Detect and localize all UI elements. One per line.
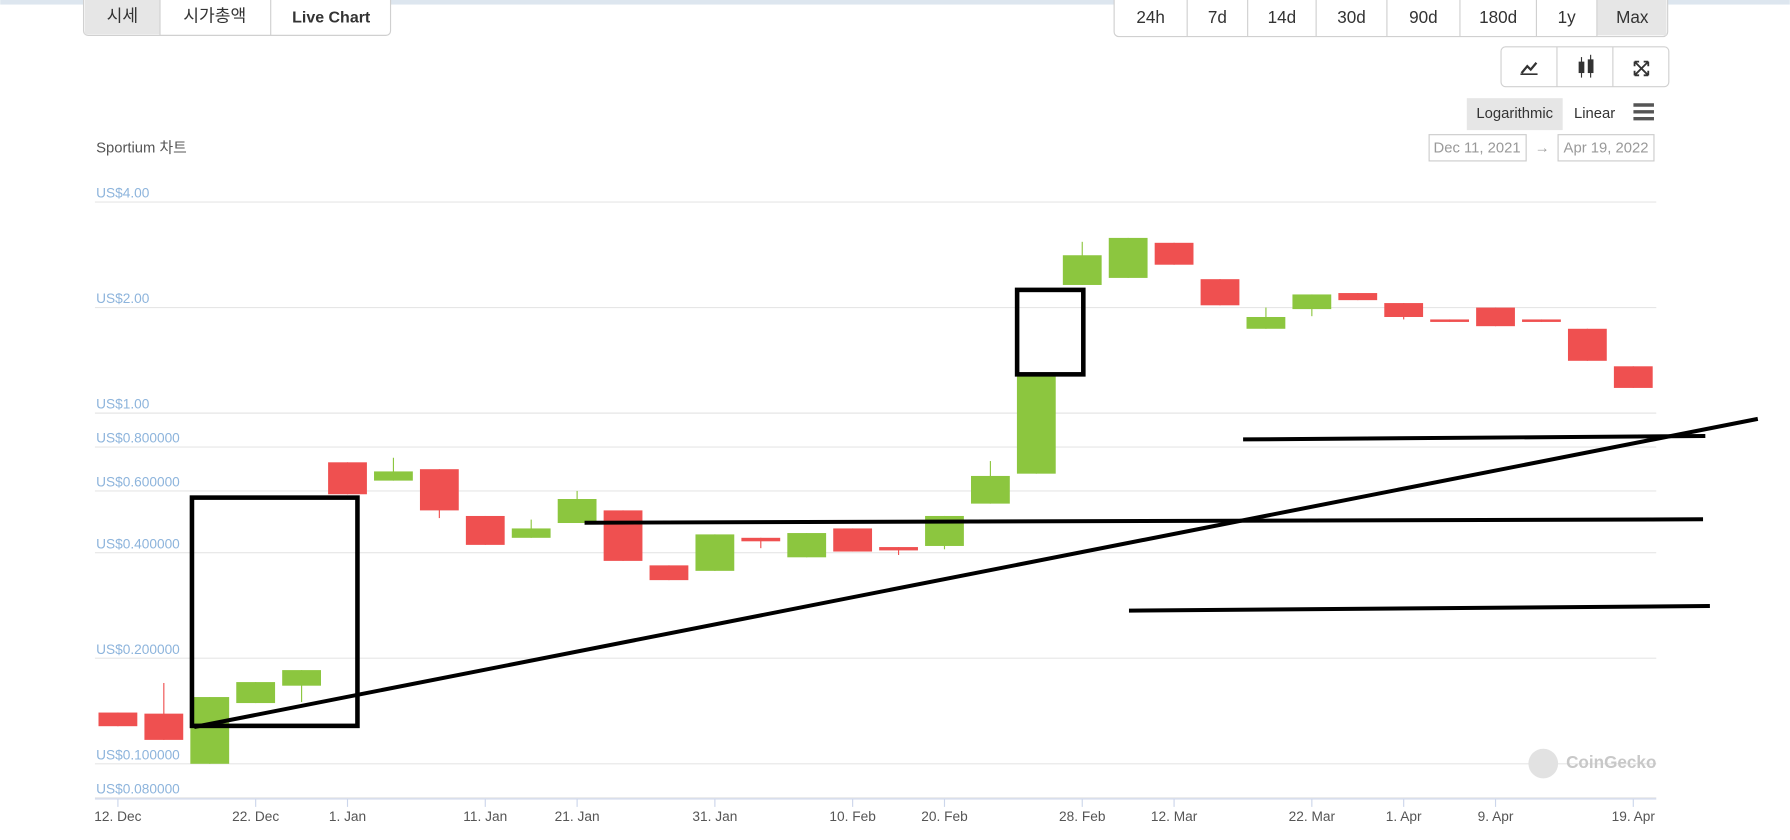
annotation-line (1243, 433, 1706, 442)
tab[interactable]: 시세 (107, 7, 138, 26)
candle-body (1200, 279, 1240, 306)
candle-body (98, 712, 138, 727)
candle-body (1430, 319, 1470, 322)
icon-group (1500, 46, 1670, 88)
candle-body (282, 670, 321, 686)
x-tick-label: 1. Jan (329, 809, 366, 824)
annotations (189, 287, 1759, 729)
candle-body (419, 469, 459, 511)
candle-body (328, 462, 367, 495)
x-tick-label: 28. Feb (1059, 809, 1106, 824)
candle-body (511, 528, 551, 538)
top-border (0, 0, 1790, 5)
x-tick-label: 19. Apr (1612, 809, 1656, 824)
x-tick-label: 22. Dec (232, 809, 279, 824)
scale-button[interactable]: Logarithmic (1476, 106, 1553, 122)
x-tick-label: 12. Dec (94, 809, 141, 824)
line-chart-icon[interactable] (1520, 62, 1538, 74)
y-tick-label: US$0.080000 (96, 781, 180, 796)
x-tick-label: 31. Jan (692, 809, 737, 824)
candle-body (1108, 237, 1148, 278)
candle-body (1522, 319, 1561, 322)
annotation-line (584, 517, 1704, 525)
candle-body (1613, 366, 1653, 388)
date-arrow: → (1535, 140, 1550, 156)
candle-body (1292, 294, 1332, 310)
y-tick-label: US$0.600000 (96, 475, 180, 490)
tab[interactable]: 시가총액 (183, 7, 246, 26)
annotation-box (1014, 287, 1086, 377)
candle-body (236, 682, 276, 704)
plot: US$4.00 US$2.00 US$1.00 US$0.800000 US$0.600… (94, 186, 1657, 824)
chart-title: Sportium 차트 (96, 139, 187, 156)
candle-body (1384, 303, 1424, 317)
fullscreen-icon[interactable] (1633, 60, 1650, 77)
x-tick-label: 10. Feb (829, 809, 876, 824)
range-button[interactable]: 24h (1136, 8, 1165, 27)
candle-body (1476, 307, 1515, 327)
date-input[interactable] (1557, 134, 1655, 162)
date-from: Dec 11, 2021 (1434, 140, 1521, 156)
candle-body (374, 471, 413, 481)
candle-body (970, 475, 1010, 504)
scale-button[interactable]: Linear (1574, 106, 1615, 122)
annotation-box (189, 495, 360, 729)
range-button[interactable]: 30d (1337, 8, 1366, 27)
candle-body (649, 565, 689, 581)
y-tick-label: US$4.00 (96, 186, 150, 201)
range-button[interactable]: 7d (1208, 8, 1227, 27)
range-buttons: 24h 7d 14d 30d 90d 180d 1y Max (1136, 0, 1649, 37)
candle-body (557, 499, 597, 524)
candle-body (787, 533, 827, 558)
watermark: CoinGecko (1566, 753, 1656, 772)
candle-body (1338, 293, 1378, 301)
tab[interactable]: Live Chart (292, 9, 371, 26)
x-tick-label: 9. Apr (1478, 809, 1514, 824)
menu-icon[interactable] (1633, 103, 1654, 121)
candle-body (1154, 242, 1194, 265)
y-tick-label: US$0.100000 (96, 747, 180, 762)
y-tick-label: US$1.00 (96, 397, 150, 412)
date-input[interactable] (1428, 134, 1527, 162)
x-tick-label: 12. Mar (1151, 809, 1198, 824)
range-selected-bg (1596, 0, 1667, 36)
y-tick-label: US$2.00 (96, 291, 150, 306)
annotation-line (193, 416, 1759, 729)
candle-body (1016, 375, 1056, 474)
y-tick-label: US$0.400000 (96, 536, 180, 551)
y-tick-label: US$0.200000 (96, 642, 180, 657)
watermark-logo (1528, 748, 1559, 779)
candle-body (144, 713, 184, 740)
x-tick-label: 11. Jan (463, 809, 507, 824)
candle-body (1246, 316, 1286, 329)
x-tick-label: 22. Mar (1289, 809, 1336, 824)
range-button[interactable]: 1y (1558, 8, 1577, 27)
candle-body (190, 697, 230, 764)
x-tick-label: 20. Feb (921, 809, 968, 824)
range-button[interactable]: 90d (1409, 8, 1438, 27)
range-button[interactable]: Max (1616, 8, 1649, 27)
x-tick-label: 1. Apr (1386, 809, 1422, 824)
candle-body (695, 534, 735, 571)
range-button[interactable]: 14d (1268, 8, 1297, 27)
range-group (1113, 0, 1669, 38)
y-tick-label: US$0.800000 (96, 431, 180, 446)
tab-selected-bg (84, 0, 160, 35)
candle-body (465, 515, 505, 545)
annotation-line (1128, 604, 1710, 613)
candle-body (603, 510, 643, 561)
range-button[interactable]: 180d (1479, 8, 1517, 27)
candle-body (1062, 255, 1102, 285)
scale-selected-bg (1466, 98, 1563, 131)
x-tick-label: 21. Jan (555, 809, 600, 824)
candle-body (879, 547, 918, 551)
candle-body (741, 537, 781, 542)
candle-body (1567, 328, 1607, 361)
date-to: Apr 19, 2022 (1564, 140, 1649, 156)
candle-body (833, 528, 873, 552)
